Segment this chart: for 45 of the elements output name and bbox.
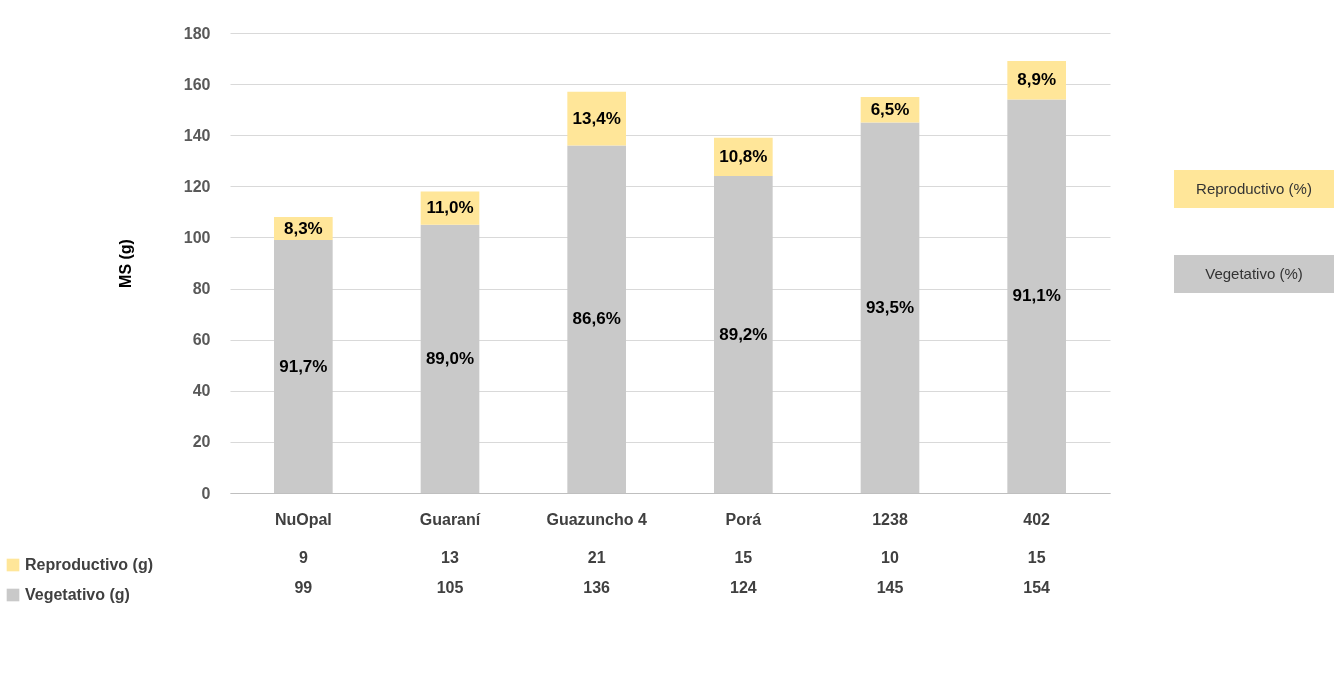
annotation: 89,0% (425, 348, 475, 368)
y-tick-label: 140 (183, 126, 211, 144)
annotation: 86,6% (572, 309, 621, 329)
annotation: 6,5% (870, 99, 910, 119)
annotation: 91,7% (279, 356, 328, 376)
y-tick-label: 20 (192, 433, 211, 451)
y-tick-label: 120 (183, 177, 211, 195)
data-label: 15 (1027, 549, 1046, 566)
annotation: 8,3% (283, 218, 323, 238)
y-tick-label: 60 (192, 331, 211, 349)
annotation: 89,2% (719, 324, 768, 344)
annotation: 11,0% (426, 198, 474, 218)
x-tick-label: NuOpal (274, 510, 332, 528)
label-box: Reproductivo (%) (1174, 170, 1334, 208)
y-tick-label: 160 (183, 75, 211, 93)
y-tick-label: 0 (201, 484, 211, 502)
y-tick-label: 80 (192, 280, 211, 298)
y-tick-label: 40 (192, 382, 211, 400)
data-label: 13 (441, 549, 459, 566)
legend-label: Vegetativo (g) (25, 586, 130, 603)
annotation: 13,4% (572, 108, 621, 128)
x-tick-label: 402 (1023, 510, 1051, 528)
annotation: 8,9% (1017, 70, 1057, 90)
data-label: 154 (1023, 579, 1051, 596)
annotation: 93,5% (865, 297, 915, 317)
label-box: Vegetativo (%) (1174, 255, 1334, 293)
data-label: 136 (583, 579, 611, 596)
x-tick-label: Guaraní (419, 510, 481, 528)
x-tick-label: 1238 (872, 510, 908, 528)
data-label: 21 (587, 549, 606, 566)
x-tick-label: Guazuncho 4 (546, 510, 647, 528)
data-label: 15 (734, 549, 753, 566)
data-label: 105 (436, 579, 464, 596)
y-tick-label: 180 (183, 24, 211, 42)
data-label: 9 (298, 549, 308, 566)
data-label: 124 (729, 579, 757, 596)
y-tick-label: 100 (183, 228, 211, 246)
legend-label: Reproductivo (g) (25, 556, 153, 573)
data-label: 145 (876, 579, 904, 596)
annotation: 91,1% (1012, 286, 1061, 306)
data-label: 10 (881, 549, 899, 566)
annotation: 10,8% (719, 146, 768, 166)
y-axis-title: MS (g) (116, 239, 134, 288)
data-label: 99 (294, 579, 313, 596)
x-tick-label: Porá (725, 510, 762, 528)
